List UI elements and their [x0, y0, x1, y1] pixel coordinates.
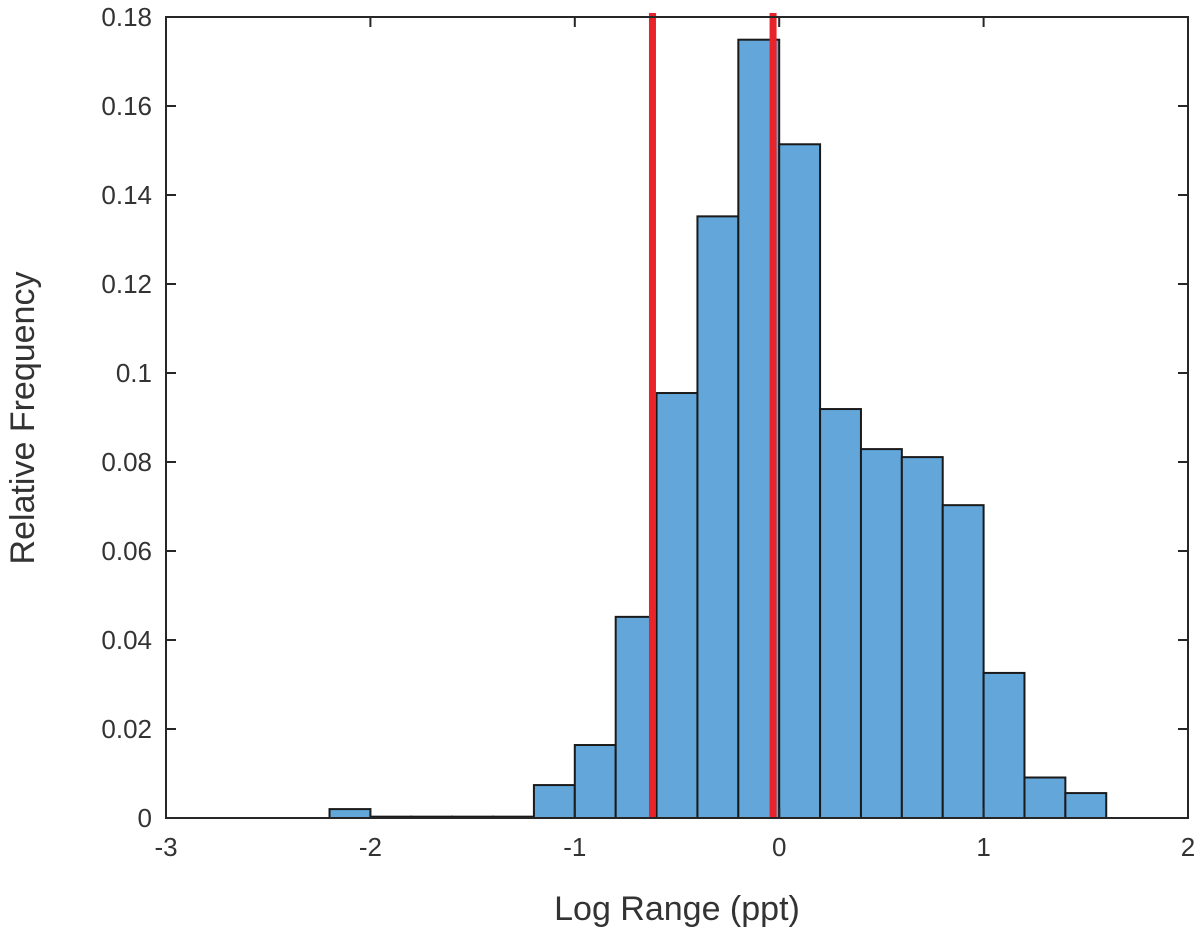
- x-tick-label: 0: [772, 832, 786, 862]
- histogram-bar: [1023, 776, 1067, 820]
- histogram-bar: [819, 408, 862, 819]
- y-tick-label: 0.14: [101, 180, 152, 210]
- x-axis-ticks: -3 -2 -1 0 1 2: [154, 17, 1195, 862]
- histogram-bar: [1064, 792, 1108, 820]
- histogram-bar: [778, 143, 822, 819]
- histogram-bar: [532, 784, 576, 820]
- y-axis-ticks: 0 0.02 0.04 0.06 0.08 0.1 0.12 0.14 0.16 0.18: [101, 2, 1188, 833]
- y-tick-label: 0.02: [101, 714, 152, 744]
- y-tick-label: 0.18: [101, 2, 152, 32]
- histogram-bar: [696, 215, 740, 820]
- plot-frame: [165, 16, 1189, 819]
- histogram-bar: [900, 456, 944, 819]
- bars-group: [328, 38, 1108, 820]
- histogram-bar: [941, 504, 985, 819]
- x-tick-label: -1: [563, 832, 586, 862]
- histogram-bar: [982, 671, 1026, 819]
- x-axis-label: Log Range (ppt): [554, 890, 800, 928]
- x-tick-label: 1: [976, 832, 990, 862]
- y-tick-label: 0.16: [101, 91, 152, 121]
- histogram-bar: [655, 392, 699, 819]
- x-tick-label: -3: [154, 832, 177, 862]
- y-tick-label: 0.08: [101, 447, 152, 477]
- y-tick-label: 0.12: [101, 269, 152, 299]
- x-tick-label: 2: [1181, 832, 1195, 862]
- x-tick-label: -2: [359, 832, 382, 862]
- histogram-bar: [859, 448, 903, 819]
- y-tick-label: 0.1: [116, 358, 152, 388]
- histogram-bar: [328, 808, 372, 819]
- y-tick-label: 0.06: [101, 536, 152, 566]
- y-tick-label: 0.04: [101, 625, 152, 655]
- y-tick-label: 0: [138, 803, 152, 833]
- histogram-bar: [573, 744, 617, 820]
- reference-lines-group: [648, 13, 777, 818]
- y-axis-label: Relative Frequency: [4, 272, 42, 565]
